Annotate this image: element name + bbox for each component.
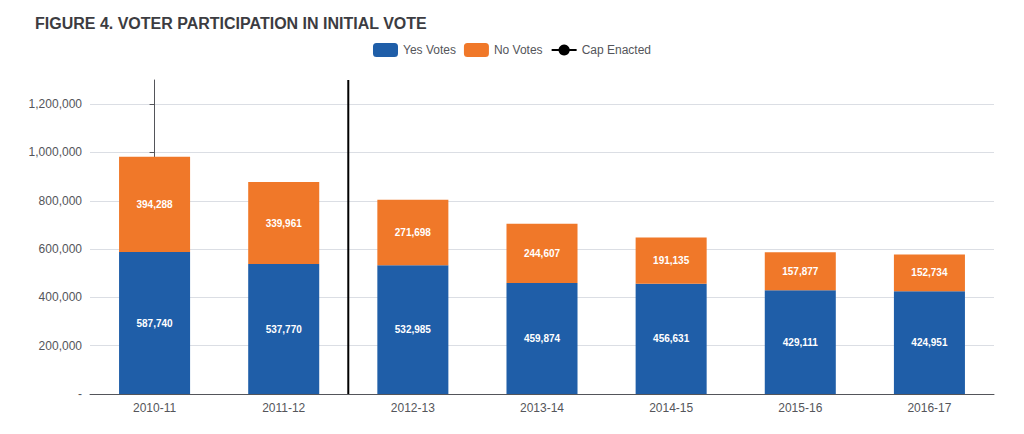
svg-text:157,877: 157,877 xyxy=(782,266,819,277)
svg-text:152,734: 152,734 xyxy=(911,267,948,278)
svg-text:394,288: 394,288 xyxy=(136,199,173,210)
svg-text:244,607: 244,607 xyxy=(524,248,561,259)
svg-text:2016-17: 2016-17 xyxy=(907,401,951,415)
svg-text:-: - xyxy=(78,387,82,401)
svg-text:587,740: 587,740 xyxy=(136,318,173,329)
svg-text:429,111: 429,111 xyxy=(783,337,818,348)
svg-text:2014-15: 2014-15 xyxy=(649,401,693,415)
svg-text:339,961: 339,961 xyxy=(266,218,303,229)
svg-text:532,985: 532,985 xyxy=(395,324,432,335)
svg-text:No Votes: No Votes xyxy=(494,43,543,57)
svg-text:1,200,000: 1,200,000 xyxy=(29,97,83,111)
svg-text:Cap Enacted: Cap Enacted xyxy=(582,43,651,57)
svg-text:FIGURE 4. VOTER PARTICIPATION: FIGURE 4. VOTER PARTICIPATION IN INITIAL… xyxy=(35,15,427,32)
svg-text:1,000,000: 1,000,000 xyxy=(29,145,83,159)
svg-text:200,000: 200,000 xyxy=(39,339,83,353)
svg-text:459,874: 459,874 xyxy=(524,333,561,344)
svg-text:600,000: 600,000 xyxy=(39,242,83,256)
svg-text:456,631: 456,631 xyxy=(653,333,690,344)
svg-text:271,698: 271,698 xyxy=(395,227,432,238)
svg-text:424,951: 424,951 xyxy=(911,337,948,348)
svg-text:2010-11: 2010-11 xyxy=(133,401,176,415)
svg-text:537,770: 537,770 xyxy=(266,324,303,335)
svg-text:2011-12: 2011-12 xyxy=(262,401,305,415)
svg-text:400,000: 400,000 xyxy=(39,290,83,304)
svg-text:2012-13: 2012-13 xyxy=(391,401,435,415)
svg-text:Yes Votes: Yes Votes xyxy=(403,43,456,57)
svg-text:2015-16: 2015-16 xyxy=(778,401,822,415)
svg-text:2013-14: 2013-14 xyxy=(520,401,564,415)
svg-text:800,000: 800,000 xyxy=(39,194,83,208)
svg-text:191,135: 191,135 xyxy=(653,255,690,266)
